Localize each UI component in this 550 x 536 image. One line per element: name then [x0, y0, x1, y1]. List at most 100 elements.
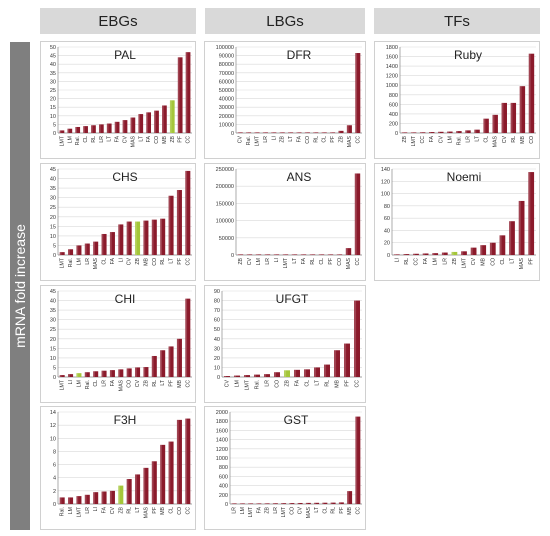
bar	[130, 117, 136, 133]
x-tick-label: ZB	[402, 135, 408, 142]
x-tick-label: RL	[331, 507, 337, 514]
x-tick-label: LI	[271, 136, 277, 140]
bar	[354, 300, 360, 377]
bar	[59, 130, 65, 133]
x-tick-label: LT	[292, 257, 298, 263]
x-tick-label: Ral.	[456, 136, 462, 145]
bar	[519, 86, 526, 133]
bar	[76, 245, 82, 255]
y-tick-label: 2000	[216, 410, 228, 416]
y-tick-label: 6	[53, 463, 56, 469]
x-tick-label: CO	[152, 258, 158, 266]
bar	[304, 369, 310, 377]
x-tick-label: LI	[274, 258, 280, 262]
bar	[345, 248, 352, 255]
y-tick-label: 12	[50, 423, 56, 429]
bar	[176, 419, 182, 504]
bar-shine	[273, 254, 276, 255]
x-tick-label: LR	[85, 258, 91, 265]
x-tick-label: FA	[301, 257, 307, 264]
bar	[109, 232, 115, 255]
x-tick-label: RL	[127, 507, 133, 514]
bar	[84, 372, 90, 377]
bar	[135, 367, 141, 377]
bar-shine	[75, 126, 77, 133]
chart-dfr: 0 10000 20000 30000 40000 50000 60000 70000 8000…	[204, 41, 366, 159]
bar-shine	[264, 374, 267, 377]
bar-shine	[294, 369, 297, 377]
bar-shine	[118, 369, 121, 377]
bar	[274, 372, 280, 377]
x-tick-label: CO	[177, 507, 183, 515]
bar	[422, 253, 429, 255]
bar	[322, 502, 328, 504]
bar	[289, 503, 295, 504]
x-tick-label: CL	[322, 507, 328, 514]
y-tick-label: 4	[53, 476, 56, 482]
x-tick-label: CL	[169, 507, 175, 514]
y-tick-label: 800	[219, 465, 228, 471]
bar-shine	[84, 372, 87, 377]
y-tick-label: 1200	[386, 74, 398, 80]
bar-shine	[324, 364, 327, 377]
bar-shine	[304, 369, 307, 377]
bar	[279, 132, 285, 133]
bar-shine	[122, 120, 125, 133]
bar	[334, 350, 340, 377]
x-tick-label: LR	[99, 136, 105, 143]
x-tick-label: MB	[143, 257, 149, 265]
bar-shine	[185, 418, 188, 504]
bar-shine	[138, 114, 141, 133]
y-tick-label: 50000	[219, 236, 234, 242]
bar	[255, 254, 262, 255]
x-tick-label: ZB	[339, 135, 345, 142]
y-tick-label: 20	[384, 241, 390, 247]
bar-shine	[135, 474, 137, 504]
bar-shine	[330, 132, 332, 133]
x-tick-label: MAS	[143, 506, 149, 518]
y-tick-label: 90	[214, 289, 220, 295]
bar-shine	[185, 170, 188, 255]
bar-shine	[297, 502, 300, 504]
bar	[354, 173, 361, 255]
bar	[101, 491, 107, 504]
bar	[429, 132, 435, 133]
x-tick-label: LM	[256, 258, 262, 265]
chart-frame	[40, 41, 196, 159]
bar	[321, 132, 327, 133]
y-tick-label: 60	[214, 318, 220, 324]
y-tick-label: 80	[384, 204, 390, 210]
bar-shine	[231, 503, 234, 504]
y-tick-label: 1800	[216, 419, 228, 425]
x-tick-label: LMT	[76, 506, 82, 517]
chart-title: Ruby	[454, 48, 482, 62]
y-tick-label: 100000	[216, 45, 234, 51]
x-tick-label: RL	[310, 258, 316, 265]
bar	[176, 338, 182, 377]
bar-shine	[84, 494, 87, 504]
bar	[314, 367, 320, 377]
y-tick-label: 200000	[216, 184, 234, 190]
x-tick-label: LM	[68, 507, 74, 514]
x-tick-label: ZB	[135, 257, 141, 264]
bar-shine	[101, 491, 104, 504]
bar-shine	[255, 254, 258, 255]
bar	[59, 375, 65, 377]
bar-shine	[291, 254, 294, 255]
bar-shine	[289, 503, 292, 504]
y-tick-label: 20	[50, 97, 56, 103]
y-tick-label: 0	[387, 253, 390, 259]
bar-shine	[93, 492, 95, 504]
y-tick-label: 40	[50, 62, 56, 68]
y-tick-label: 1000	[386, 83, 398, 89]
bar	[470, 247, 477, 255]
bar-shine	[185, 298, 188, 377]
bar-shine	[76, 373, 79, 377]
bar	[246, 254, 253, 255]
bar	[483, 118, 489, 133]
bar	[143, 220, 149, 255]
x-tick-label: FA	[423, 257, 429, 264]
bar-shine	[509, 221, 512, 255]
bar	[160, 218, 166, 255]
bar-shine	[354, 173, 357, 255]
